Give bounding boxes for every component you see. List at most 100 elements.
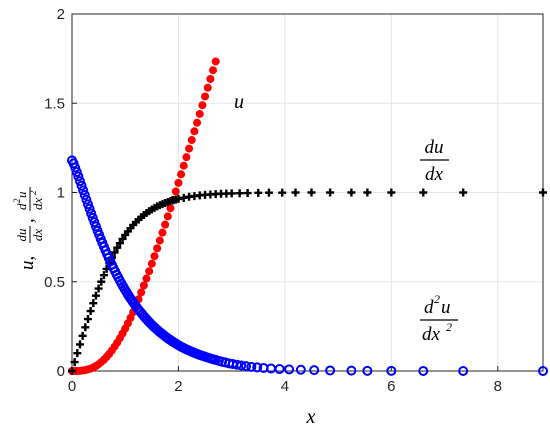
data-point [203,83,212,92]
data-point [97,277,106,286]
data-point [243,189,252,198]
annotation-du-dx: du dx [420,137,449,185]
data-point [174,178,183,187]
data-point [99,271,108,280]
annotation-du-num: du [425,137,444,158]
data-point [187,136,196,145]
data-point [86,208,97,219]
y-tick-label: 2 [57,6,65,23]
data-point [139,281,148,290]
series-d2u-dx2 [67,155,548,376]
x-axis-label: x [306,406,316,428]
data-point [70,162,81,173]
data-point [78,185,89,196]
data-point [89,299,98,308]
annotation-d2u-den: dx [422,324,441,345]
data-point [264,188,273,197]
data-point [362,365,373,376]
data-point [346,365,357,376]
data-point [76,180,87,191]
data-point [236,360,247,371]
data-point [419,188,428,197]
data-point [206,74,215,83]
data-point [363,188,372,197]
data-point [231,359,242,370]
data-point [182,153,191,162]
data-point [137,288,146,297]
data-point [295,364,306,375]
data-point [86,307,95,316]
data-point [325,365,336,376]
data-point [227,189,236,198]
data-point [73,171,84,182]
data-point [91,291,100,300]
data-point [190,127,199,136]
annotation-d2u-num-d: d [424,297,434,318]
data-point [142,274,151,283]
x-tick-label: 2 [174,378,182,395]
data-point [84,203,95,214]
data-point [81,323,90,332]
data-point [155,236,164,245]
data-point [113,243,122,252]
data-point [177,170,186,179]
data-point [458,366,469,376]
data-point [185,144,194,153]
data-point [163,212,172,221]
data-point [241,361,252,372]
data-point [235,189,244,198]
ticks: 0 2 4 6 8 0 0.5 1 1.5 2 [44,6,502,395]
data-point [150,252,159,261]
ylabel-du: du [14,228,29,242]
ylabel-dx: dx [30,229,45,242]
data-point [347,188,356,197]
y-tick-label: 0 [57,363,65,380]
data-point [179,161,188,170]
data-point [145,267,154,276]
series-layer [67,57,548,376]
data-point [278,188,287,197]
annotation-d2u-num-sup: 2 [434,292,440,306]
data-point [81,194,92,205]
annotation-d2u-den-sup: 2 [446,320,452,334]
ylabel-dx2: dx 2 [28,190,45,210]
data-point [252,362,263,373]
data-point [73,349,82,358]
y-tick-label: 1.5 [44,95,65,112]
data-point [94,284,103,293]
data-point [79,189,90,200]
ylabel-dx2-dx: dx [30,198,45,211]
series-du-dx [68,188,547,375]
y-axis-label: u, du dx , d 2 u dx 2 [12,187,45,270]
data-point [171,187,180,196]
x-tick-label: 0 [68,378,76,395]
x-tick-label: 8 [494,378,502,395]
data-point [291,188,300,197]
ylabel-u: u, [17,256,38,270]
data-point [307,188,316,197]
data-point [70,358,79,367]
ylabel-comma: , [17,218,38,223]
annotation-d2u-num-tail: u [441,297,451,318]
data-point [211,57,220,66]
data-point [246,361,257,372]
y-tick-label: 0.5 [44,274,65,291]
data-point [309,365,320,376]
x-tick-label: 6 [387,378,395,395]
annotation-d2u-dx2: d 2 u dx 2 [420,292,458,345]
data-point [284,364,295,375]
data-point [386,365,397,376]
data-point [274,364,285,375]
data-point [71,166,82,177]
data-point [195,109,204,118]
data-point [193,118,202,127]
data-point [166,204,175,213]
data-point [387,188,396,197]
ylabel-d2u: d 2 u [12,191,29,210]
data-point [326,188,335,197]
data-point [83,315,92,324]
series-u [68,57,220,375]
data-point [161,220,170,229]
data-point [459,188,468,197]
